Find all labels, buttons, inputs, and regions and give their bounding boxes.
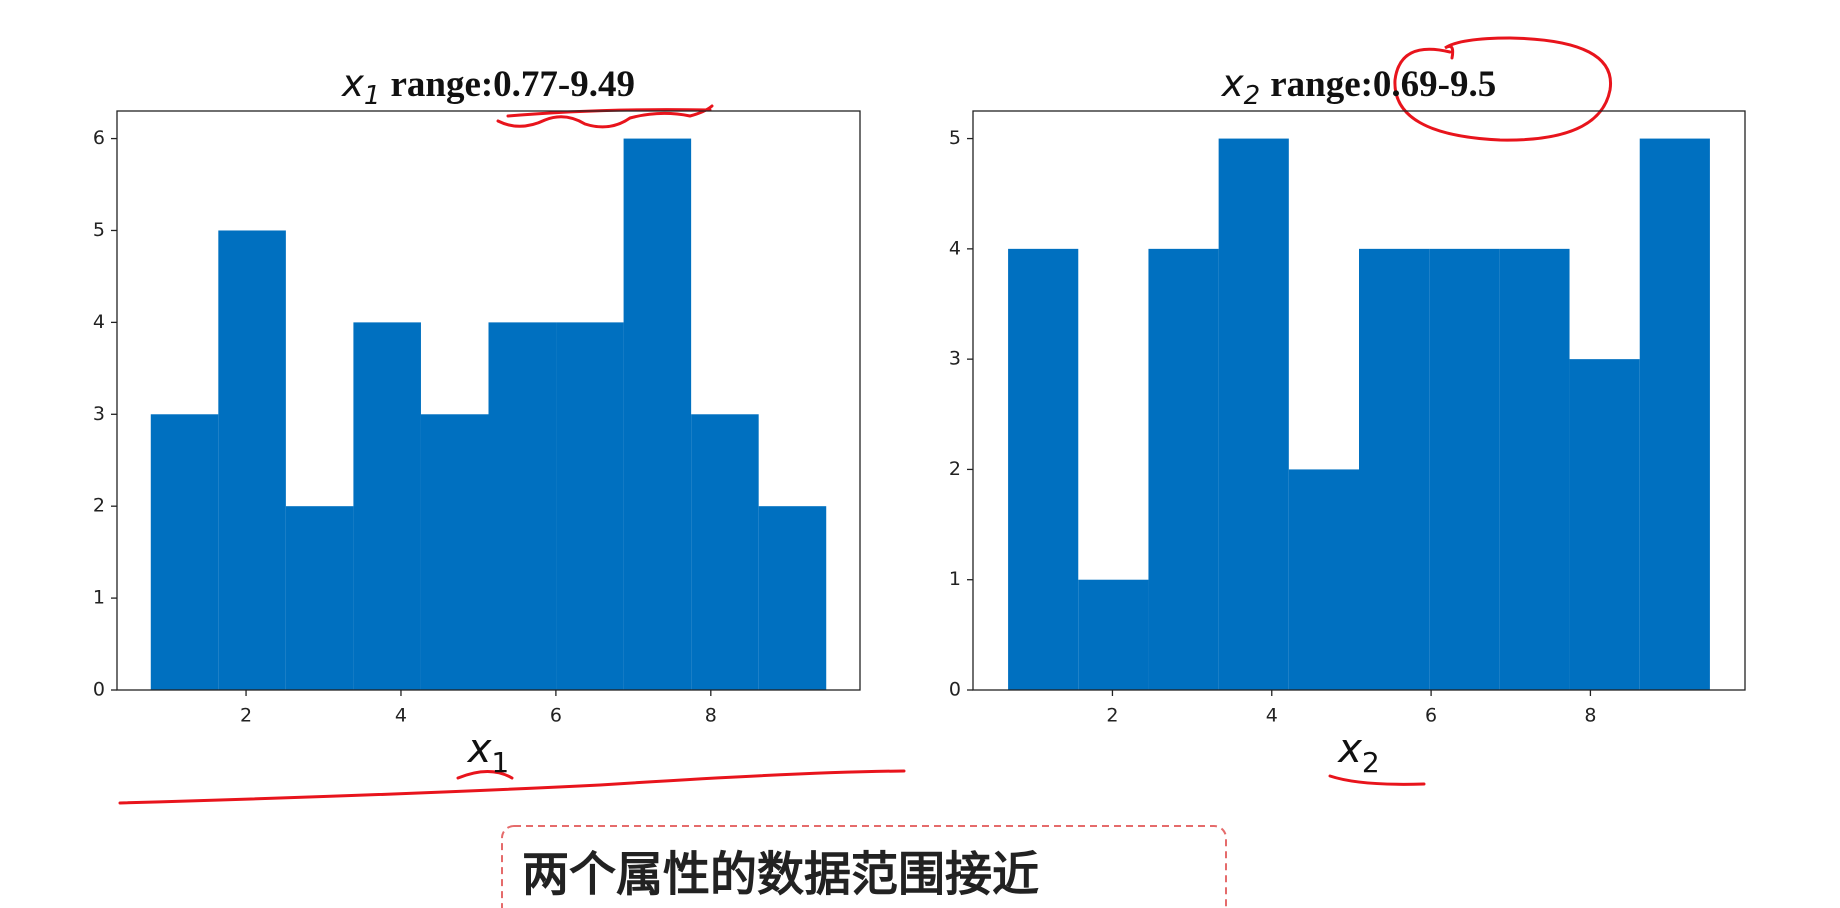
- title-subscript: 2: [1244, 81, 1261, 111]
- bar: [758, 506, 827, 690]
- x-label-symbol: x: [1336, 726, 1362, 772]
- x-label-subscript: 1: [491, 746, 509, 779]
- y-tick-label: 3: [93, 403, 105, 425]
- bar: [1218, 138, 1289, 691]
- x-tick-label: 2: [1106, 705, 1118, 727]
- bar: [1288, 469, 1359, 690]
- title-text: range:0.77-9.49: [390, 64, 635, 105]
- xlabel-mark: [1328, 774, 1426, 786]
- chart-title: x1 range:0.77-9.49: [341, 62, 635, 111]
- x-tick-label: 6: [1425, 705, 1437, 727]
- axes-frame: [116, 110, 861, 691]
- long-underline: [118, 769, 906, 805]
- y-tick-label: 6: [93, 127, 105, 149]
- x-tick-label: 2: [240, 705, 252, 727]
- y-tick-label: 5: [93, 219, 105, 241]
- x-label-symbol: x: [466, 726, 492, 772]
- bar: [285, 506, 354, 690]
- bar: [218, 230, 286, 690]
- title-subscript: 1: [364, 81, 381, 111]
- bar: [1639, 138, 1710, 691]
- y-tick-label: 4: [93, 311, 105, 333]
- x-tick-label: 4: [1266, 705, 1278, 727]
- bar: [150, 414, 219, 690]
- bar: [353, 322, 421, 690]
- title-text: range:0.69-9.5: [1270, 64, 1496, 105]
- x-tick-label: 4: [395, 705, 407, 727]
- y-tick-label: 1: [93, 587, 105, 609]
- bar: [1008, 248, 1079, 690]
- caption: 两个属性的数据范围接近: [522, 848, 1039, 903]
- bar: [1429, 248, 1500, 690]
- bar: [1569, 359, 1640, 690]
- y-tick-label: 1: [949, 568, 961, 590]
- y-tick-label: 0: [949, 679, 961, 701]
- x-tick-label: 8: [1584, 705, 1596, 727]
- y-tick-label: 3: [949, 348, 961, 370]
- y-tick-label: 2: [949, 458, 961, 480]
- title-symbol: x: [341, 62, 365, 105]
- bar: [556, 322, 624, 690]
- bar: [420, 414, 489, 690]
- x-tick-label: 6: [550, 705, 562, 727]
- bar: [1499, 248, 1570, 690]
- x-axis-label: x1: [466, 726, 510, 779]
- circle: [1393, 36, 1613, 142]
- x-axis-label: x2: [1336, 726, 1380, 779]
- y-tick-label: 4: [949, 237, 961, 259]
- bar: [1359, 248, 1430, 690]
- y-tick-label: 0: [93, 679, 105, 701]
- chart-title: x2 range:0.69-9.5: [1221, 62, 1497, 111]
- y-tick-label: 5: [949, 127, 961, 149]
- xlabel-mark: [456, 770, 514, 780]
- bar: [1078, 579, 1149, 690]
- axes-frame: [972, 110, 1746, 691]
- bar: [623, 138, 692, 691]
- x-label-subscript: 2: [1362, 746, 1380, 779]
- bar: [1148, 248, 1219, 690]
- y-tick-label: 2: [93, 495, 105, 517]
- title-symbol: x: [1221, 62, 1245, 105]
- caption-box: [501, 825, 1227, 908]
- bar: [691, 414, 759, 690]
- underline-scribble: [496, 104, 714, 129]
- x-tick-label: 8: [705, 705, 717, 727]
- bar: [488, 322, 557, 690]
